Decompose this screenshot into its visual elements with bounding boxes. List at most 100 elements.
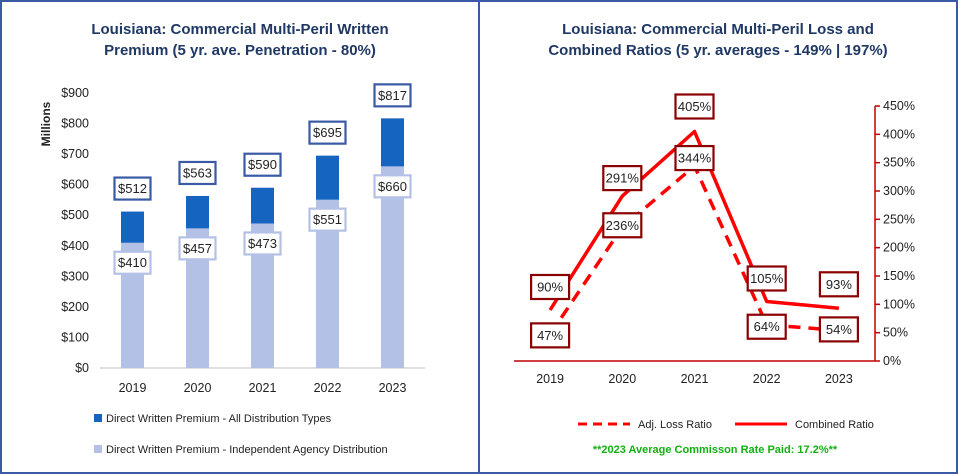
- label-independent-agency-box: [178, 236, 217, 261]
- label-all-distribution: $563: [178, 160, 217, 186]
- combined-ratio-label-text: 105%: [750, 271, 784, 286]
- adj-loss-ratio-label-text: 344%: [678, 151, 712, 166]
- ratio-chart-panel: [478, 0, 958, 474]
- ratio-line-chart: 0% 50% 100% 150% 200% 250% 300% 350% 400% 450% 201…: [514, 93, 915, 386]
- adj-loss-ratio-label: 47%: [529, 322, 571, 349]
- label-independent-agency: $551: [308, 207, 347, 232]
- label-all-distribution-box: [243, 152, 282, 177]
- commission-rate-note: **2023 Average Commisson Rate Paid: 17.2…: [593, 444, 838, 456]
- combined-ratio-label: 105%: [746, 265, 787, 292]
- legend-label-all-distribution: Direct Written Premium - All Distributio…: [106, 413, 332, 425]
- label-independent-agency-text: $551: [313, 212, 342, 227]
- adj-loss-ratio-label-text: 236%: [606, 218, 640, 233]
- premium-y-tick: $400: [61, 239, 89, 253]
- ratio-y-tick: 250%: [883, 212, 915, 226]
- ratio-y-tick: 400%: [883, 127, 915, 141]
- combined-ratio-line: [548, 129, 840, 311]
- premium-y-tick: $800: [61, 117, 89, 131]
- premium-chart-title-line1: Louisiana: Commercial Multi-Peril Writte…: [91, 21, 388, 38]
- legend-label-adj-loss-ratio: Adj. Loss Ratio: [638, 419, 712, 431]
- adj-loss-ratio-label-box: [746, 313, 787, 340]
- label-independent-agency: $457: [178, 236, 217, 261]
- ratio-y-tick: 0%: [883, 354, 901, 368]
- combined-ratio-label-text: 90%: [537, 280, 563, 295]
- adj-loss-ratio-label: 64%: [746, 313, 787, 340]
- premium-x-tick: 2022: [314, 381, 342, 395]
- label-independent-agency-box: [113, 250, 152, 275]
- adj-loss-ratio-label-box: [674, 144, 715, 172]
- premium-chart-title-line2: Premium (5 yr. ave. Penetration - 80%): [104, 42, 376, 59]
- combined-ratio-label-box: [529, 273, 571, 301]
- combined-ratio-label-box: [818, 271, 860, 298]
- label-independent-agency-text: $473: [248, 236, 277, 251]
- ratio-x-tick: 2023: [825, 372, 853, 386]
- label-independent-agency-box: [308, 207, 347, 232]
- ratio-y-tick: 450%: [883, 99, 915, 113]
- label-all-distribution-text: $817: [378, 88, 407, 103]
- combined-ratio-label: 405%: [674, 93, 715, 120]
- label-independent-agency: $473: [243, 231, 282, 256]
- combined-ratio-label-box: [602, 165, 643, 192]
- combined-ratio-label: 93%: [818, 271, 860, 298]
- bar-independent-agency: [251, 223, 274, 368]
- ratio-x-tick: 2022: [753, 372, 781, 386]
- ratio-y-tick: 50%: [883, 326, 908, 340]
- combined-ratio-label-text: 291%: [606, 171, 640, 186]
- legend-swatch-independent-agency: [94, 445, 102, 453]
- label-independent-agency-box: [243, 231, 282, 256]
- premium-y-tick: $300: [61, 269, 89, 283]
- label-all-distribution-box: [113, 176, 152, 201]
- adj-loss-ratio-label-text: 64%: [754, 319, 780, 334]
- premium-x-tick: 2019: [119, 381, 147, 395]
- premium-y-tick: $900: [61, 86, 89, 100]
- adj-loss-ratio-label-text: 47%: [537, 328, 563, 343]
- label-independent-agency: $660: [373, 174, 412, 199]
- ratio-chart-title-line1: Louisiana: Commercial Multi-Peril Loss a…: [562, 21, 874, 38]
- combined-ratio-label: 90%: [529, 273, 571, 301]
- legend-swatch-all-distribution: [94, 414, 102, 422]
- label-all-distribution-text: $590: [248, 157, 277, 172]
- label-all-distribution-text: $512: [118, 181, 147, 196]
- label-all-distribution-box: [178, 160, 217, 186]
- premium-y-tick: $500: [61, 208, 89, 222]
- premium-y-tick: $100: [61, 330, 89, 344]
- ratio-x-tick: 2020: [608, 372, 636, 386]
- adj-loss-ratio-label: 344%: [674, 144, 715, 172]
- label-independent-agency: $410: [113, 250, 152, 275]
- legend-label-independent-agency: Direct Written Premium - Independent Age…: [106, 444, 388, 456]
- bar-independent-agency: [381, 166, 404, 368]
- combined-ratio-label-text: 405%: [678, 99, 712, 114]
- premium-x-tick: 2021: [249, 381, 277, 395]
- ratio-x-tick: 2019: [536, 372, 564, 386]
- combined-ratio-label-box: [674, 93, 715, 120]
- premium-y-tick: $600: [61, 178, 89, 192]
- adj-loss-ratio-label-box: [529, 322, 571, 349]
- label-independent-agency-text: $410: [118, 255, 147, 270]
- bar-independent-agency: [186, 228, 209, 368]
- premium-y-tick: $700: [61, 147, 89, 161]
- premium-x-tick: 2023: [379, 381, 407, 395]
- adj-loss-ratio-label: 236%: [602, 212, 643, 239]
- legend-label-combined-ratio: Combined Ratio: [795, 419, 874, 431]
- premium-y-tick: $200: [61, 300, 89, 314]
- premium-y-axis-title: Millions: [39, 101, 53, 146]
- label-all-distribution-text: $695: [313, 125, 342, 140]
- adj-loss-ratio-label: 54%: [818, 316, 860, 343]
- label-all-distribution: $512: [113, 176, 152, 201]
- ratio-y-tick: 150%: [883, 269, 915, 283]
- label-independent-agency-text: $457: [183, 241, 212, 256]
- adj-loss-ratio-line: [548, 164, 840, 336]
- label-all-distribution-box: [373, 83, 412, 108]
- adj-loss-ratio-label-box: [602, 212, 643, 239]
- bar-independent-agency: [316, 199, 339, 368]
- ratio-y-tick: 100%: [883, 297, 915, 311]
- label-independent-agency-box: [373, 174, 412, 199]
- combined-ratio-label-box: [746, 265, 787, 292]
- combined-ratio-label-text: 93%: [826, 277, 852, 292]
- ratio-y-tick: 350%: [883, 156, 915, 170]
- label-all-distribution: $590: [243, 152, 282, 177]
- label-all-distribution-text: $563: [183, 165, 212, 180]
- ratio-y-tick: 200%: [883, 241, 915, 255]
